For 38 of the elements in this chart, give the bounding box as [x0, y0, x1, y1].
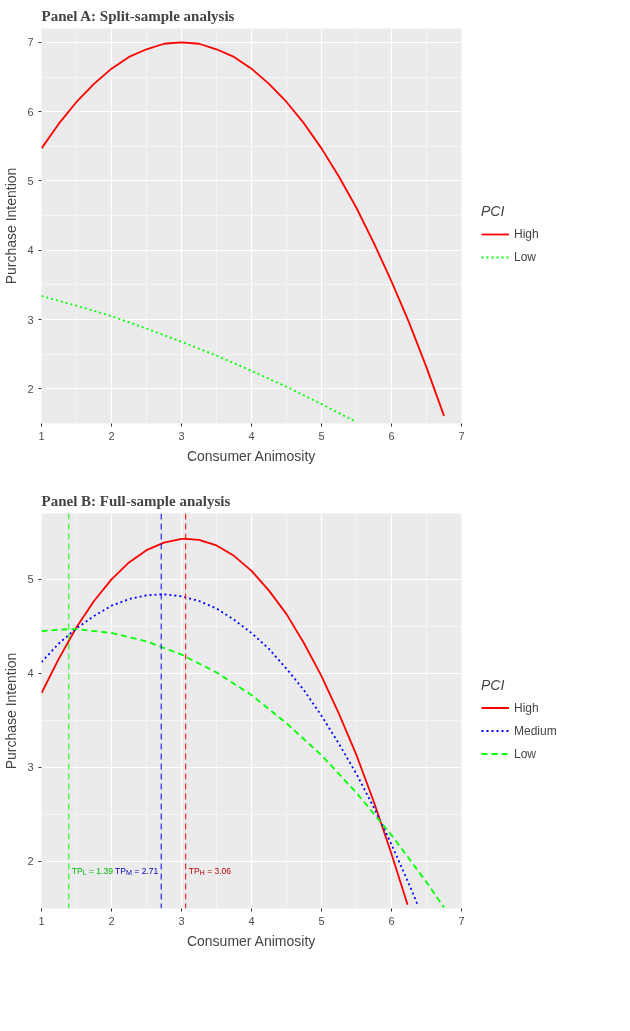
- chart-title: Panel B: Full-sample analysis: [41, 492, 231, 509]
- legend-label: Low: [514, 250, 537, 264]
- legend-label: High: [514, 227, 539, 241]
- x-axis-title: Consumer Animosity: [186, 932, 316, 949]
- y-tick-label: 6: [27, 105, 34, 118]
- x-tick-label: 4: [248, 914, 255, 927]
- y-tick-label: 5: [27, 573, 34, 586]
- chart-title: Panel A: Split-sample analysis: [41, 7, 235, 24]
- y-tick-label: 2: [27, 855, 34, 868]
- y-tick-label: 4: [27, 667, 34, 680]
- x-tick-label: 6: [388, 429, 395, 442]
- x-tick-label: 3: [178, 914, 185, 927]
- legend-label: High: [514, 700, 539, 715]
- x-tick-label: 1: [38, 914, 45, 927]
- y-tick-label: 5: [27, 174, 34, 187]
- y-tick-label: 7: [27, 36, 34, 49]
- x-axis-title: Consumer Animosity: [186, 447, 316, 464]
- x-tick-label: 4: [248, 429, 255, 442]
- x-tick-label: 3: [178, 429, 185, 442]
- x-tick-label: 7: [458, 914, 465, 927]
- line-series: [41, 41, 445, 417]
- y-tick-label: 2: [27, 382, 34, 395]
- y-tick-label: 3: [27, 313, 34, 326]
- x-tick-label: 2: [108, 429, 115, 442]
- x-tick-label: 5: [318, 914, 325, 927]
- x-tick-label: 6: [388, 914, 395, 927]
- x-tick-label: 1: [38, 429, 45, 442]
- legend-title: PCI: [481, 676, 506, 693]
- y-axis-title: Purchase Intention: [3, 167, 20, 285]
- y-tick-label: 3: [27, 761, 34, 774]
- x-tick-label: 7: [458, 429, 465, 442]
- y-tick-label: 4: [27, 244, 34, 257]
- legend-label: Low: [514, 746, 537, 761]
- legend-label: Medium: [514, 723, 557, 738]
- x-tick-label: 5: [318, 429, 325, 442]
- legend-title: PCI: [481, 203, 506, 219]
- y-axis-title: Purchase Intention: [3, 652, 20, 770]
- x-tick-label: 2: [108, 914, 115, 927]
